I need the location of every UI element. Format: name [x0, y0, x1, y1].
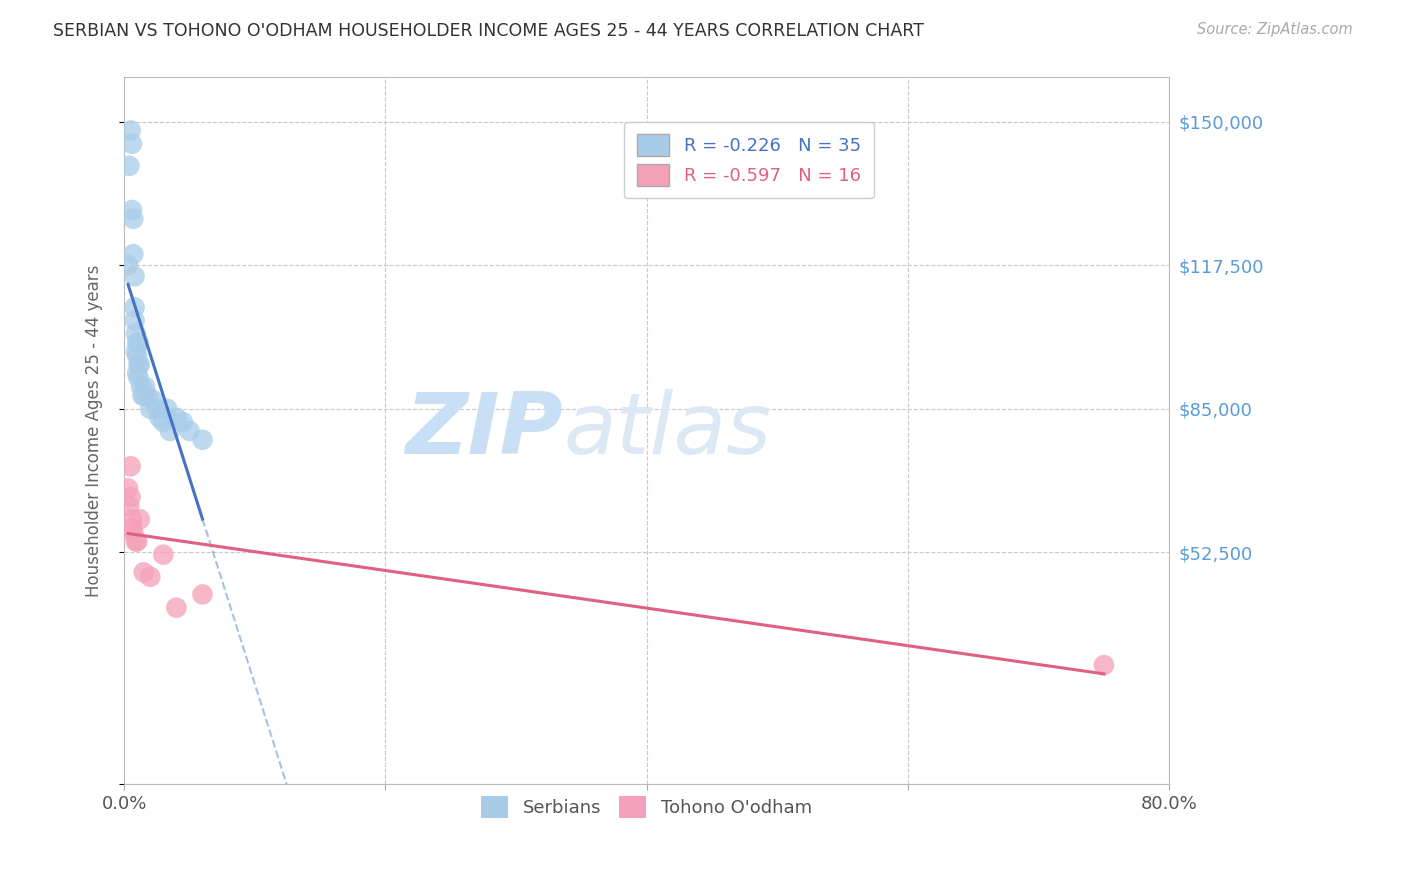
Point	[139, 401, 162, 416]
Point	[129, 380, 152, 394]
Point	[128, 335, 150, 350]
Point	[142, 392, 165, 407]
Point	[121, 521, 143, 535]
Point	[159, 424, 181, 438]
Point	[127, 534, 149, 549]
Point	[127, 335, 149, 350]
Point	[132, 388, 155, 402]
Point	[121, 202, 143, 217]
Point	[124, 300, 146, 314]
Legend: Serbians, Tohono O'odham: Serbians, Tohono O'odham	[474, 789, 820, 825]
Point	[191, 433, 214, 447]
Point	[118, 499, 141, 513]
Text: Source: ZipAtlas.com: Source: ZipAtlas.com	[1197, 22, 1353, 37]
Point	[152, 415, 174, 429]
Point	[132, 566, 155, 580]
Point	[146, 401, 169, 416]
Point	[121, 512, 143, 526]
Point	[131, 388, 153, 402]
Point	[165, 410, 187, 425]
Point	[128, 358, 150, 372]
Point	[134, 380, 156, 394]
Text: ZIP: ZIP	[405, 390, 562, 473]
Point	[121, 136, 143, 151]
Point	[118, 159, 141, 173]
Point	[122, 525, 145, 540]
Point	[172, 415, 194, 429]
Point	[120, 459, 142, 474]
Point	[125, 326, 148, 341]
Text: atlas: atlas	[562, 390, 770, 473]
Point	[152, 548, 174, 562]
Point	[1092, 658, 1115, 673]
Point	[124, 313, 146, 327]
Point	[191, 587, 214, 601]
Point	[148, 410, 170, 425]
Point	[139, 570, 162, 584]
Point	[156, 401, 179, 416]
Point	[122, 247, 145, 261]
Point	[128, 358, 150, 372]
Point	[165, 600, 187, 615]
Point	[128, 512, 150, 526]
Point	[125, 344, 148, 359]
Point	[128, 371, 150, 385]
Point	[179, 424, 201, 438]
Point	[136, 388, 159, 402]
Point	[127, 367, 149, 381]
Point	[122, 211, 145, 226]
Point	[124, 269, 146, 284]
Point	[125, 534, 148, 549]
Point	[120, 123, 142, 137]
Point	[127, 349, 149, 363]
Text: SERBIAN VS TOHONO O'ODHAM HOUSEHOLDER INCOME AGES 25 - 44 YEARS CORRELATION CHAR: SERBIAN VS TOHONO O'ODHAM HOUSEHOLDER IN…	[53, 22, 924, 40]
Point	[117, 482, 139, 496]
Point	[120, 490, 142, 504]
Y-axis label: Householder Income Ages 25 - 44 years: Householder Income Ages 25 - 44 years	[86, 265, 103, 597]
Point	[117, 258, 139, 272]
